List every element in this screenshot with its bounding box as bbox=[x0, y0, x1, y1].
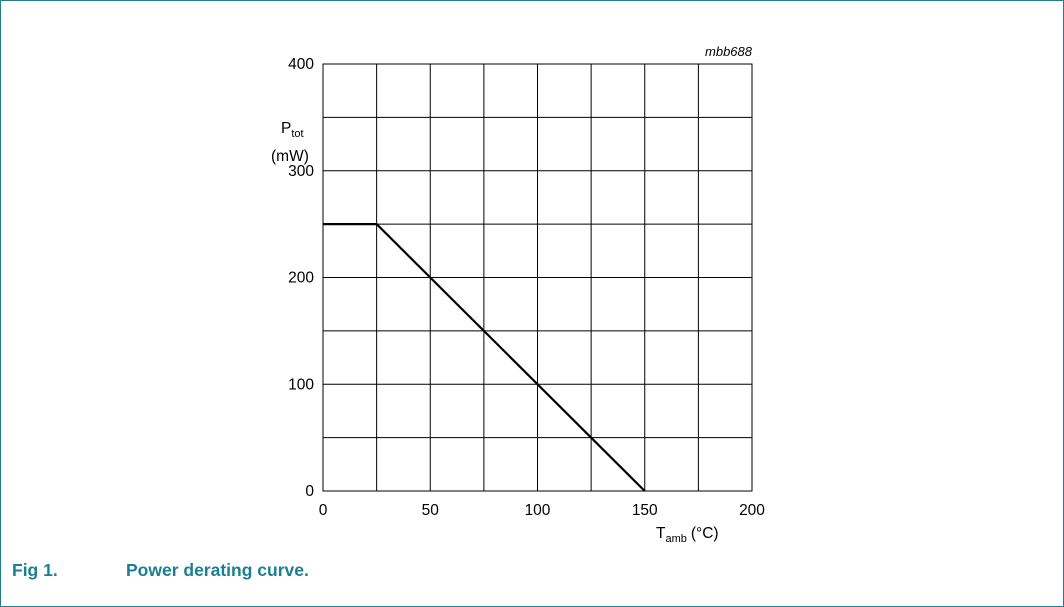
y-tick-label: 300 bbox=[288, 163, 314, 180]
y-tick-label: 0 bbox=[305, 483, 314, 500]
y-axis-unit: (mW) bbox=[271, 148, 309, 165]
y-axis-symbol: P bbox=[281, 120, 291, 137]
x-axis-subscript: amb bbox=[665, 533, 686, 545]
x-tick-label: 150 bbox=[632, 502, 658, 519]
x-tick-label: 100 bbox=[525, 502, 551, 519]
figure-title: Power derating curve. bbox=[126, 560, 309, 580]
y-axis-subscript: tot bbox=[291, 128, 303, 140]
x-tick-label: 50 bbox=[422, 502, 440, 519]
figure-code: mbb688 bbox=[705, 44, 753, 59]
y-tick-label: 400 bbox=[288, 56, 314, 73]
tick-labels: 0 50 100 150 200 0 100 200 300 400 bbox=[288, 56, 765, 519]
derating-line bbox=[323, 223, 646, 492]
figure-number: Fig 1. bbox=[12, 560, 58, 580]
svg-text:Tamb(°C): Tamb (°C) bbox=[656, 525, 719, 545]
x-tick-label: 0 bbox=[319, 502, 328, 519]
y-axis-label: Ptot (mW) bbox=[271, 120, 309, 165]
x-axis-unit: (°C) bbox=[691, 525, 719, 542]
svg-text:Ptot: Ptot bbox=[281, 120, 304, 140]
x-axis-symbol: T bbox=[656, 525, 666, 542]
y-tick-label: 200 bbox=[288, 270, 314, 287]
x-tick-label: 200 bbox=[739, 502, 765, 519]
chart-grid bbox=[323, 64, 752, 491]
x-axis-label: Tamb (°C) bbox=[656, 525, 719, 545]
y-tick-label: 100 bbox=[288, 376, 314, 393]
figure-caption: Fig 1. Power derating curve. bbox=[12, 560, 309, 581]
plot-area-border bbox=[322, 63, 753, 492]
